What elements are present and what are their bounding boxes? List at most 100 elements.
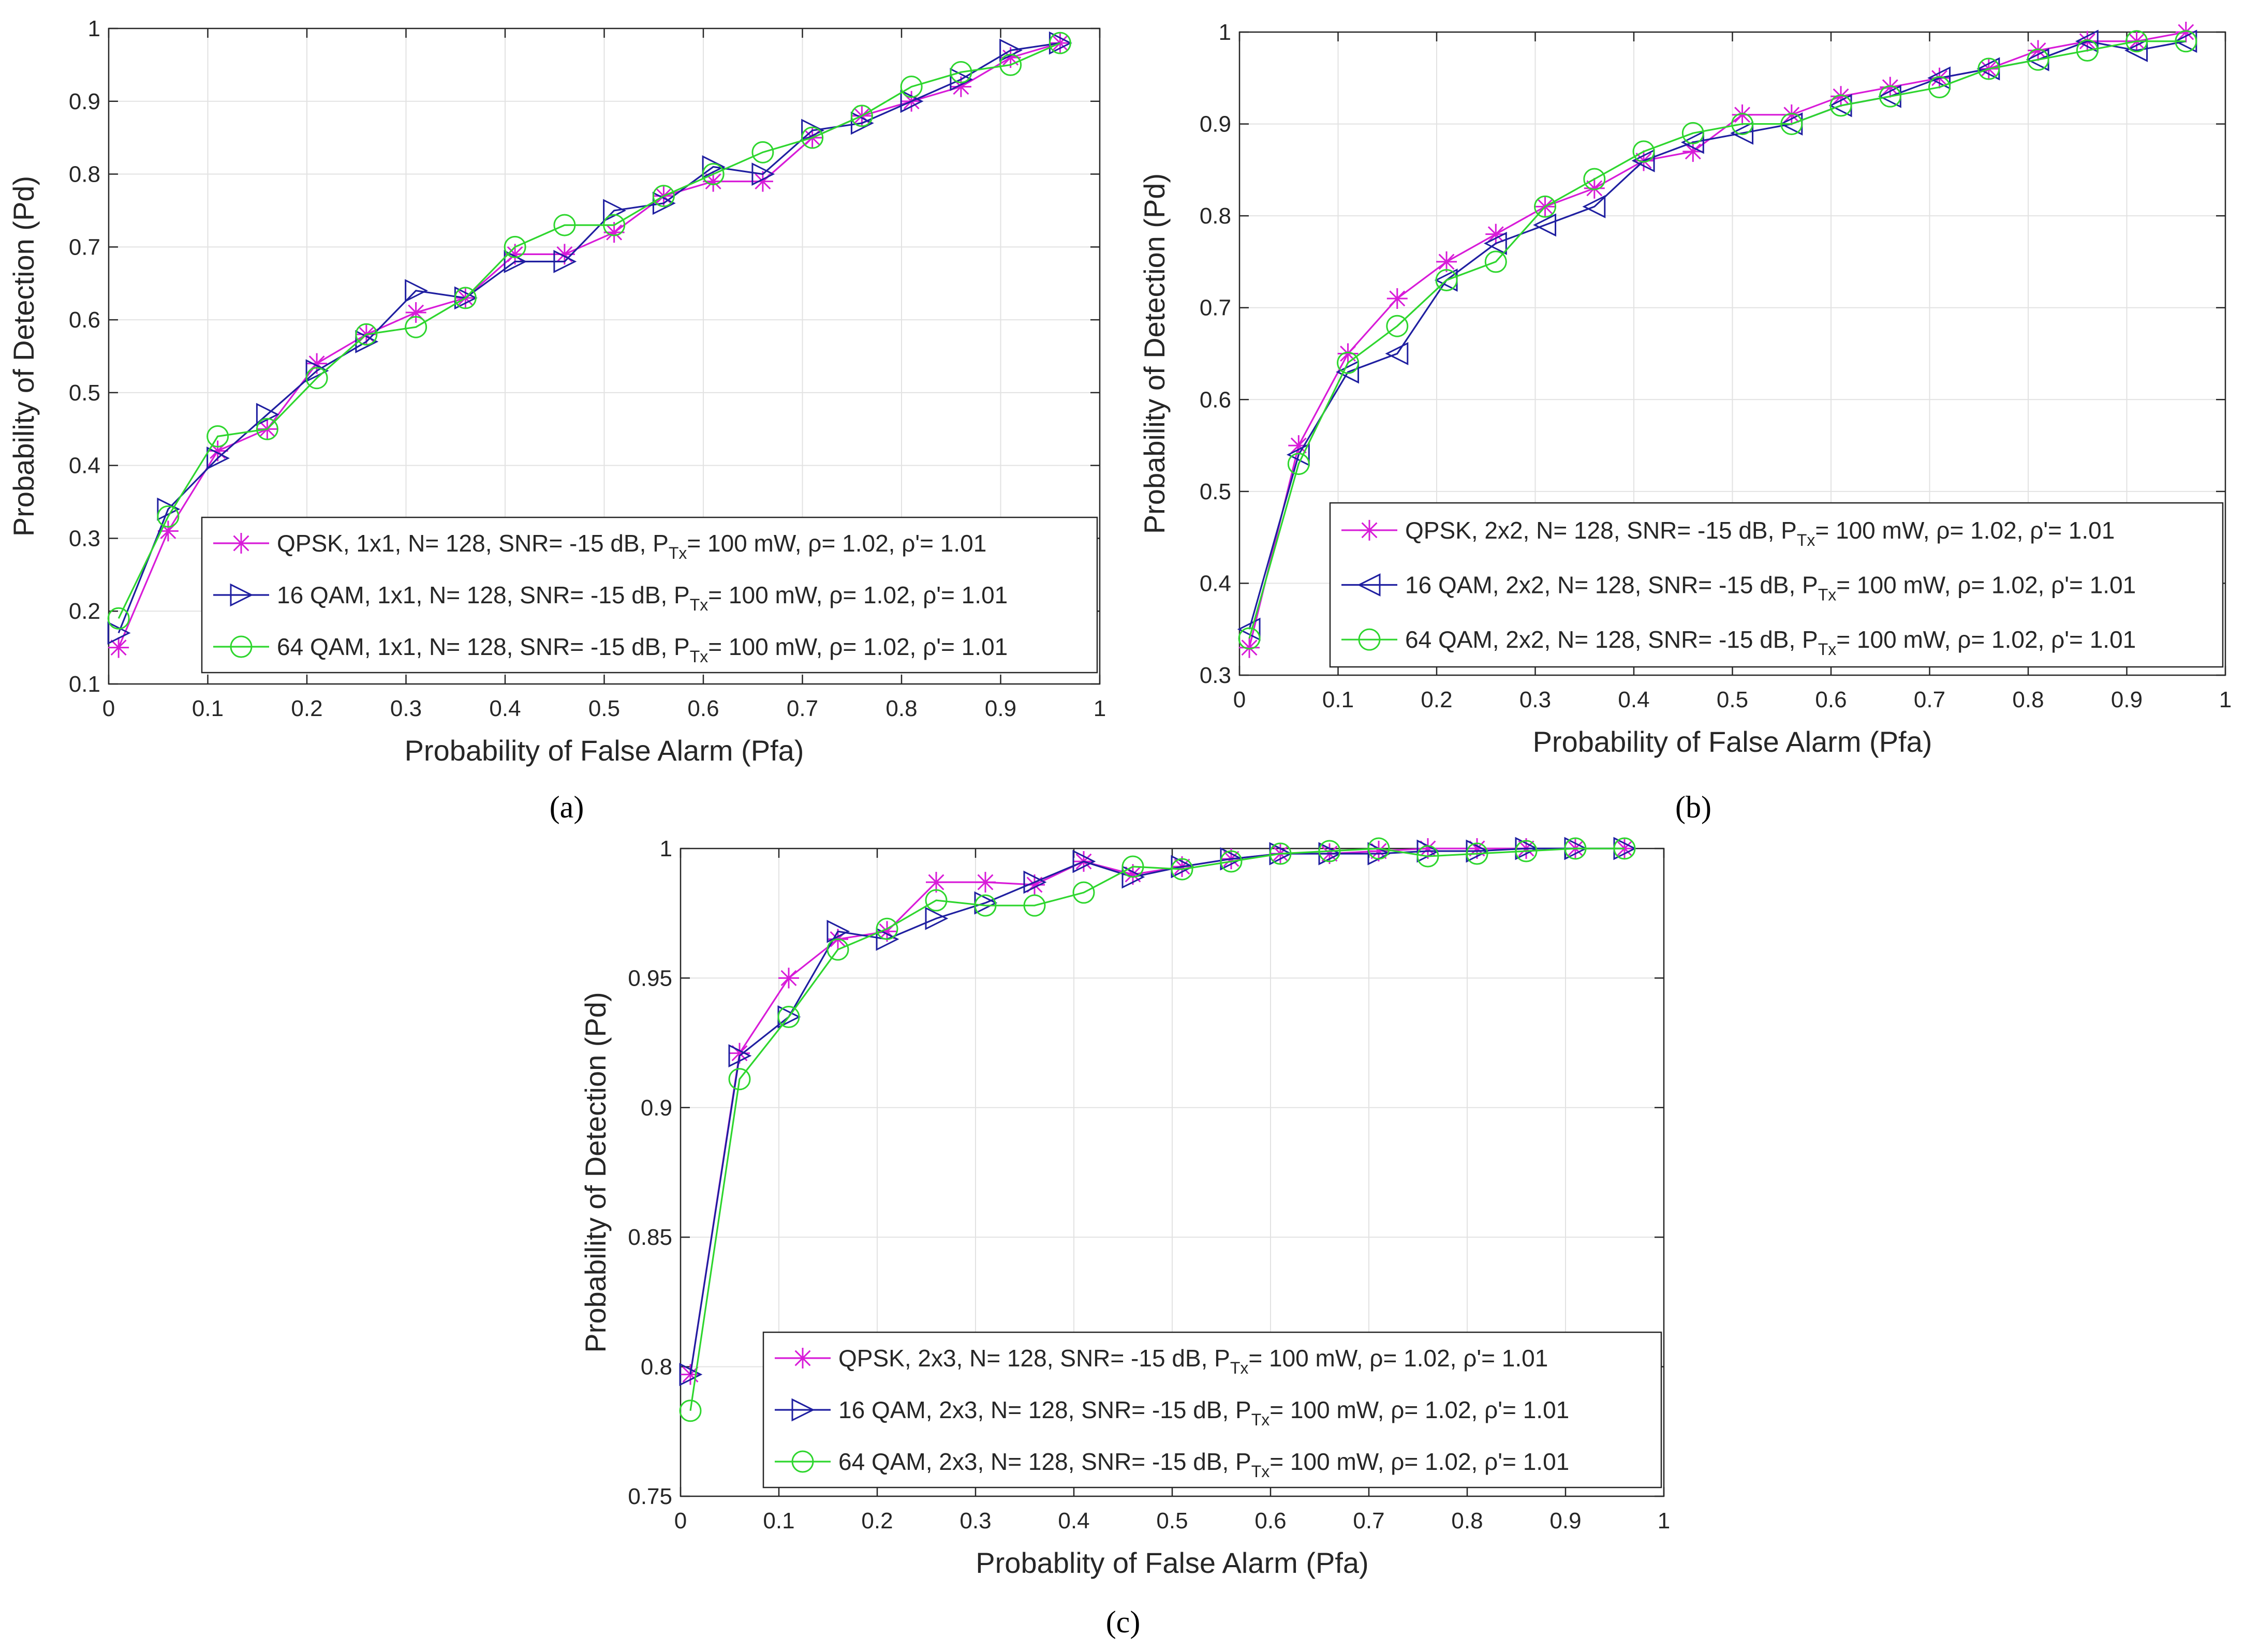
data-point <box>505 244 526 265</box>
data-point <box>2028 40 2049 61</box>
x-tick-label: 0.1 <box>192 696 224 721</box>
data-point <box>702 163 725 186</box>
y-tick-label: 0.8 <box>69 162 100 187</box>
x-tick-label: 0.8 <box>885 696 917 721</box>
data-point <box>2175 22 2196 42</box>
x-tick-label: 0.2 <box>861 1508 893 1534</box>
legend-label-text: QPSK, 2x3, N= 128, SNR= -15 dB, P <box>838 1345 1230 1372</box>
data-point <box>1287 453 1310 475</box>
data-point <box>1680 130 1704 154</box>
data-point <box>1023 894 1046 917</box>
y-tick-label: 0.9 <box>69 89 100 114</box>
x-tick-label: 0.4 <box>489 696 521 721</box>
legend-label: QPSK, 1x1, N= 128, SNR= -15 dB, PTx= 100… <box>277 530 986 562</box>
x-tick-label: 0.5 <box>1717 687 1748 712</box>
legend-label-tail: = 100 mW, ρ= 1.02, ρ'= 1.01 <box>1836 626 2136 653</box>
data-point <box>405 279 429 303</box>
data-point <box>1239 637 1260 658</box>
data-point <box>1436 251 1457 272</box>
legend: QPSK, 2x3, N= 128, SNR= -15 dB, PTx= 100… <box>762 1331 1662 1489</box>
data-point <box>877 921 897 942</box>
legend-box <box>762 1331 1662 1489</box>
x-tick-label: 0.6 <box>1815 687 1847 712</box>
data-point <box>108 637 129 658</box>
data-point <box>729 1043 750 1064</box>
legend: QPSK, 1x1, N= 128, SNR= -15 dB, PTx= 100… <box>201 516 1098 674</box>
x-tick-label: 0.7 <box>1914 687 1945 712</box>
data-point <box>1024 874 1045 896</box>
data-point <box>1418 838 1438 859</box>
legend-label-subscript: Tx <box>1797 531 1815 549</box>
legend-box <box>201 516 1098 674</box>
data-point <box>1337 343 1359 364</box>
legend-label-subscript: Tx <box>1230 1359 1249 1377</box>
legend-entry: QPSK, 2x3, N= 128, SNR= -15 dB, PTx= 100… <box>775 1345 1548 1377</box>
data-point <box>1435 269 1458 291</box>
y-tick-label: 1 <box>1219 20 1231 45</box>
data-point <box>950 68 973 91</box>
data-point <box>1337 351 1360 374</box>
data-point <box>1286 443 1310 467</box>
legend-label-text: 16 QAM, 2x3, N= 128, SNR= -15 dB, P <box>838 1396 1251 1423</box>
legend-label-tail: = 100 mW, ρ= 1.02, ρ'= 1.01 <box>1815 517 2115 544</box>
legend: QPSK, 2x2, N= 128, SNR= -15 dB, PTx= 100… <box>1329 502 2224 668</box>
y-tick-label: 0.2 <box>69 599 100 624</box>
data-point <box>305 359 329 383</box>
data-point <box>2076 39 2099 62</box>
data-point <box>107 621 131 645</box>
x-axis-label: Probability of False Alarm (Pfa) <box>405 734 804 767</box>
data-point <box>950 76 971 97</box>
y-tick-label: 1 <box>660 836 672 861</box>
y-tick-label: 0.8 <box>1200 203 1231 229</box>
legend-label-subscript: Tx <box>1818 586 1837 604</box>
data-point <box>801 126 824 149</box>
data-point <box>504 235 526 258</box>
data-point <box>405 302 426 323</box>
data-point <box>1049 32 1071 54</box>
x-tick-label: 0.3 <box>959 1508 991 1534</box>
data-point <box>1631 149 1655 173</box>
x-tick-label: 1 <box>2219 687 2232 712</box>
series-3 <box>1238 30 2197 650</box>
data-point <box>801 118 825 142</box>
legend-entry: 64 QAM, 1x1, N= 128, SNR= -15 dB, PTx= 1… <box>213 633 1008 666</box>
data-point <box>826 919 850 943</box>
legend-label: 64 QAM, 2x2, N= 128, SNR= -15 dB, PTx= 1… <box>1405 626 2136 659</box>
x-tick-label: 0.1 <box>1322 687 1354 712</box>
data-point <box>1171 858 1193 881</box>
x-tick-label: 0.4 <box>1058 1508 1089 1534</box>
panel-caption: (b) <box>1675 790 1711 824</box>
data-point <box>1682 141 1704 162</box>
data-point <box>1023 870 1047 894</box>
data-point <box>1730 121 1754 145</box>
x-tick-label: 0.2 <box>1421 687 1452 712</box>
series-line <box>117 42 1060 648</box>
data-point <box>1000 47 1021 68</box>
data-point <box>256 418 278 440</box>
data-point <box>1583 168 1606 190</box>
legend-entry: QPSK, 2x2, N= 128, SNR= -15 dB, PTx= 100… <box>1341 517 2115 549</box>
data-point <box>553 250 577 273</box>
legend-label-tail: = 100 mW, ρ= 1.02, ρ'= 1.01 <box>708 582 1008 608</box>
data-point <box>1533 213 1557 237</box>
data-point <box>1731 113 1754 136</box>
data-point <box>157 497 181 521</box>
data-point <box>1564 837 1587 860</box>
panel-caption: (c) <box>1106 1605 1141 1639</box>
data-point <box>107 607 130 630</box>
y-tick-label: 0.4 <box>69 453 100 479</box>
series-3 <box>107 32 1071 630</box>
panel-caption: (a) <box>550 790 584 824</box>
data-point <box>826 938 849 961</box>
data-point <box>1466 842 1488 865</box>
legend-label-tail: = 100 mW, ρ= 1.02, ρ'= 1.01 <box>708 633 1008 660</box>
data-point <box>1584 177 1605 199</box>
data-point <box>2125 30 2148 53</box>
data-point <box>900 76 923 98</box>
data-point <box>1830 86 1852 107</box>
legend-label-text: 16 QAM, 2x2, N= 128, SNR= -15 dB, P <box>1405 572 1818 599</box>
y-axis-label: Probability of Detection (Pd) <box>7 176 40 537</box>
y-tick-label: 1 <box>88 16 100 41</box>
data-point <box>1732 104 1753 125</box>
data-point <box>679 1400 702 1422</box>
